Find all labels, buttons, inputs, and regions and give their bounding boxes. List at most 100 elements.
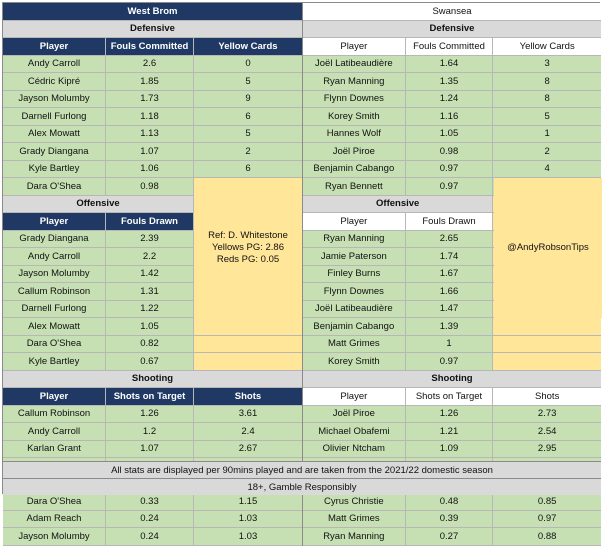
footer-disclaimer: 18+, Gamble Responsibly	[3, 478, 601, 495]
player-cell: Korey Smith	[303, 353, 406, 370]
table-row: Matt Grimes 0.39 0.97	[303, 510, 601, 528]
stat-cell: 1.13	[106, 125, 194, 142]
table-row: Jayson Molumby 1.73 9	[3, 90, 302, 108]
stat-cell: 2	[194, 143, 302, 160]
stat-cell: 9	[194, 90, 302, 107]
table-row: Joël Latibeaudière 1.64 3	[303, 55, 601, 73]
stat-cell: 0.82	[106, 335, 194, 352]
stat-cell: 0.97	[405, 178, 494, 195]
stat-cell: 2.2	[106, 248, 194, 265]
stat-cell: 1.66	[405, 283, 494, 300]
team-name-right: Swansea	[303, 3, 601, 20]
stat-cell: 0.33	[106, 493, 194, 510]
stat-cell: 2.39	[106, 230, 194, 247]
player-cell: Korey Smith	[303, 108, 406, 125]
player-cell: Joël Piroe	[303, 405, 406, 422]
stat-cell: 3	[493, 55, 601, 72]
player-cell: Adam Reach	[3, 510, 106, 527]
player-cell: Jayson Molumby	[3, 265, 106, 282]
stat-cell: 1.85	[106, 73, 194, 90]
player-cell: Hannes Wolf	[303, 125, 406, 142]
stat-cell: 1.16	[405, 108, 494, 125]
footer-note: All stats are displayed per 90mins playe…	[3, 461, 601, 478]
defensive-table-left: Andy Carroll 2.6 0 Cédric Kipré 1.85 5 Jayson …	[3, 55, 302, 196]
player-cell: Andy Carroll	[3, 248, 106, 265]
stat-cell: 5	[194, 73, 302, 90]
player-cell: Finley Burns	[303, 265, 406, 282]
defensive-table-right: Joël Latibeaudière 1.64 3 Ryan Manning 1.35 8…	[303, 55, 601, 196]
stat-cell: 1.26	[106, 405, 194, 422]
stat-cell: 2.95	[493, 440, 601, 457]
player-cell: Jayson Molumby	[3, 90, 106, 107]
stat-cell: 1.35	[405, 73, 494, 90]
table-row: Grady Diangana 1.07 2	[3, 143, 302, 161]
stat-cell: 1	[493, 125, 601, 142]
table-row: Hannes Wolf 1.05 1	[303, 125, 601, 143]
table-row: Alex Mowatt 1.13 5	[3, 125, 302, 143]
table-row: Ryan Manning 0.27 0.88	[303, 528, 601, 546]
defensive-header-left: Player Fouls Committed Yellow Cards	[3, 38, 302, 56]
player-cell: Alex Mowatt	[3, 318, 106, 335]
table-row: Benjamin Cabango 0.97 4	[303, 160, 601, 178]
stat-cell: 2.73	[493, 405, 601, 422]
player-cell: Dara O'Shea	[3, 335, 106, 352]
player-cell: Cyrus Christie	[303, 493, 406, 510]
table-row: Ryan Manning 1.35 8	[303, 73, 601, 91]
player-cell: Jamie Paterson	[303, 248, 406, 265]
player-cell: Matt Grimes	[303, 335, 406, 352]
shooting-title-right: Shooting	[303, 370, 601, 387]
stat-cell: 1.07	[106, 143, 194, 160]
stat-cell: 1.07	[106, 440, 194, 457]
stat-cell: 1.18	[106, 108, 194, 125]
player-cell: Joël Piroe	[303, 143, 406, 160]
stat-cell: 0.39	[405, 510, 494, 527]
player-cell: Joël Latibeaudière	[303, 300, 406, 317]
defensive-title-right: Defensive	[303, 20, 601, 37]
player-cell: Ryan Manning	[303, 528, 406, 545]
stat-cell: 8	[493, 73, 601, 90]
player-cell: Flynn Downes	[303, 283, 406, 300]
stat-cell: 2.6	[106, 55, 194, 72]
defensive-title-left: Defensive	[3, 20, 302, 37]
stat-cell: 0.98	[405, 143, 494, 160]
player-cell: Dara O'Shea	[3, 178, 106, 195]
stat-cell: 2.67	[194, 440, 302, 457]
table-row: Adam Reach 0.24 1.03	[3, 510, 302, 528]
stat-cell: 0.88	[493, 528, 601, 545]
stat-cell: 0.97	[493, 510, 601, 527]
player-cell: Olivier Ntcham	[303, 440, 406, 457]
stat-cell: 2.65	[405, 230, 494, 247]
table-row: Alex Mowatt 1.05	[3, 318, 302, 336]
stat-cell: 1.03	[194, 510, 302, 527]
team-name-left: West Brom	[3, 3, 302, 20]
stat-cell: 1.03	[194, 528, 302, 545]
table-row: Darnell Furlong 1.18 6	[3, 108, 302, 126]
stat-cell: 0.24	[106, 510, 194, 527]
stat-cell: 1.24	[405, 90, 494, 107]
player-cell: Callum Robinson	[3, 283, 106, 300]
shooting-title-left: Shooting	[3, 370, 302, 387]
offensive-title-left: Offensive	[3, 195, 194, 212]
stat-cell: 0.97	[405, 353, 494, 370]
player-cell: Michael Obafemi	[303, 423, 406, 440]
player-cell: Darnell Furlong	[3, 300, 106, 317]
table-row: Korey Smith 0.97	[303, 353, 601, 371]
table-row: Matt Grimes 1	[303, 335, 601, 353]
stat-cell: 0.27	[405, 528, 494, 545]
table-row: Kyle Bartley 0.67	[3, 353, 302, 371]
offensive-title-right: Offensive	[303, 195, 494, 212]
stat-cell: 1.2	[106, 423, 194, 440]
referee-reds: Reds PG: 0.05	[216, 254, 280, 265]
stat-cell: 1	[405, 335, 494, 352]
stat-cell: 1.26	[405, 405, 494, 422]
stat-cell: 0.98	[106, 178, 194, 195]
table-row: Kyle Bartley 1.06 6	[3, 160, 302, 178]
stat-cell: 1.05	[405, 125, 494, 142]
tipster-box: @AndyRobsonTips	[494, 178, 602, 318]
stat-cell: 1.22	[106, 300, 194, 317]
table-row: Cédric Kipré 1.85 5	[3, 73, 302, 91]
table-row: Jayson Molumby 0.24 1.03	[3, 528, 302, 546]
player-cell: Andy Carroll	[3, 423, 106, 440]
stat-cell: 0.24	[106, 528, 194, 545]
table-row: Michael Obafemi 1.21 2.54	[303, 423, 601, 441]
